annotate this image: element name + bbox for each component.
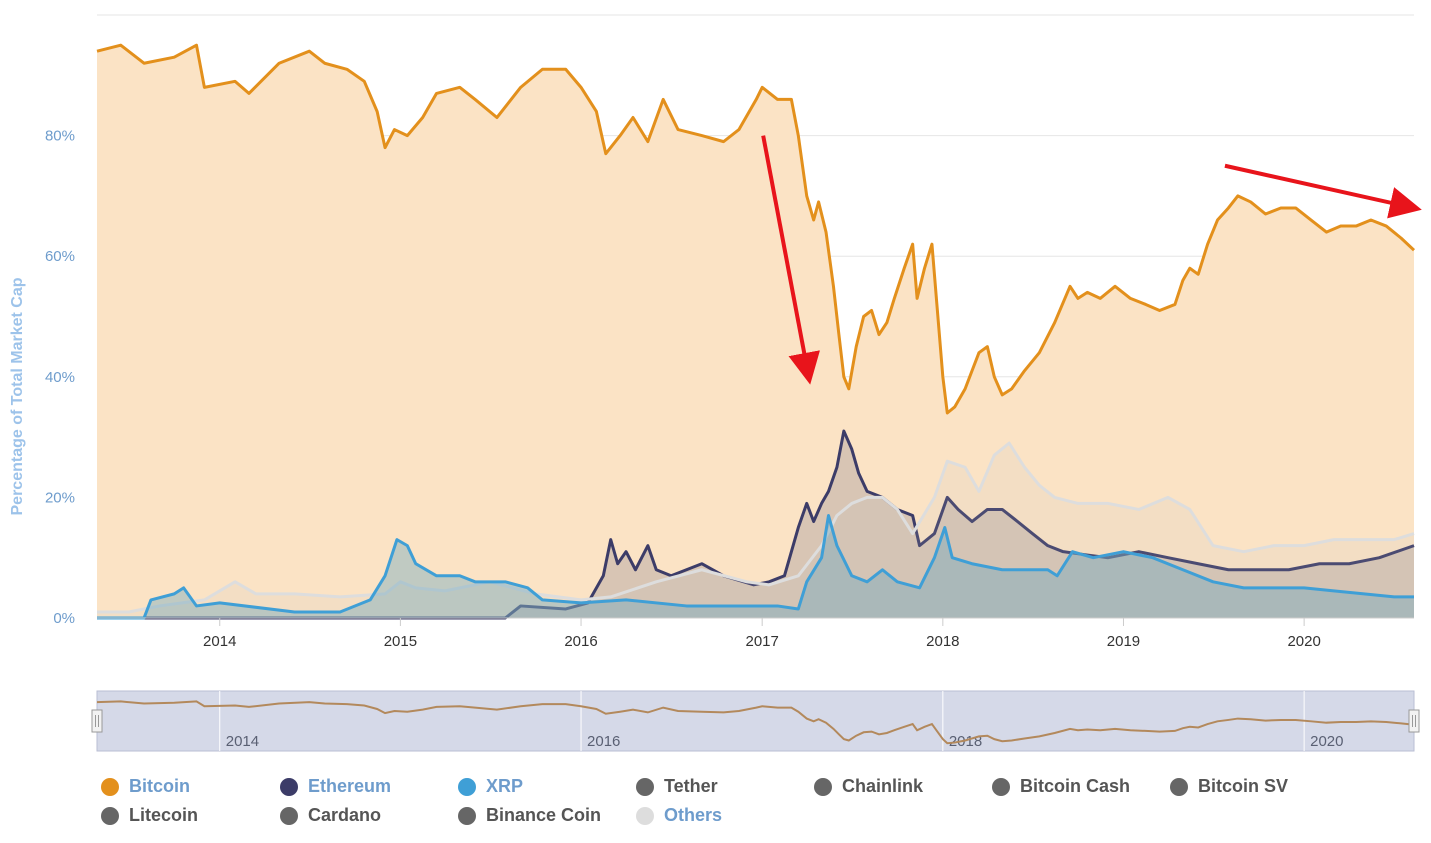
legend-label: Binance Coin <box>486 805 602 825</box>
navigator-tick-label: 2020 <box>1310 733 1343 750</box>
series-line-others[interactable] <box>97 441 1415 614</box>
x-tick-label: 2014 <box>203 633 236 650</box>
legend-marker-icon <box>101 777 119 796</box>
legend-label: Chainlink <box>842 776 924 796</box>
x-tick-label: 2018 <box>926 633 959 650</box>
legend-item-xrp[interactable]: XRP <box>458 776 523 797</box>
y-tick-label: 40% <box>45 369 75 386</box>
series-area-ethereum <box>97 431 1414 618</box>
annotation-arrows <box>761 135 1422 385</box>
series-line-xrp[interactable] <box>97 513 1414 620</box>
legend-label: Ethereum <box>308 776 392 796</box>
legend-marker-icon <box>1170 777 1188 796</box>
legend-marker-icon <box>458 806 476 825</box>
legend-marker-icon <box>101 806 119 825</box>
legend-item-bitcoin-sv[interactable]: Bitcoin SV <box>1170 776 1288 797</box>
legend-label: Bitcoin SV <box>1198 776 1289 796</box>
legend-marker-icon <box>636 806 654 825</box>
legend-label: Litecoin <box>129 805 199 825</box>
legend-item-chainlink[interactable]: Chainlink <box>814 776 923 797</box>
navigator-tick-label: 2014 <box>226 733 259 750</box>
legend-marker-icon <box>814 777 832 796</box>
series-area-xrp <box>97 515 1414 618</box>
legend-marker-icon <box>458 777 476 796</box>
legend-label: Others <box>664 805 723 825</box>
legend-label: Tether <box>664 776 718 796</box>
legend-item-bitcoin-cash[interactable]: Bitcoin Cash <box>992 776 1130 797</box>
range-navigator[interactable]: 2014 2016 2018 2020 <box>91 690 1420 752</box>
series-area-bitcoin <box>97 45 1414 618</box>
y-tick-label: 60% <box>45 248 75 265</box>
x-tick-label: 2016 <box>564 633 597 650</box>
legend-marker-icon <box>280 806 298 825</box>
y-tick-label: 0% <box>53 610 75 627</box>
legend-marker-icon <box>280 777 298 796</box>
legend-label: Bitcoin Cash <box>1020 776 1131 796</box>
annotation-arrow <box>1224 163 1422 219</box>
legend-item-cardano[interactable]: Cardano <box>280 805 381 826</box>
x-tick-label: 2019 <box>1107 633 1140 650</box>
navigator-series-line <box>96 700 1415 745</box>
legend-marker-icon <box>992 777 1010 796</box>
navigator-handle-left[interactable] <box>91 709 103 733</box>
x-tick-label: 2015 <box>384 633 417 650</box>
series-areas <box>96 43 1416 620</box>
y-tick-label: 20% <box>45 489 75 506</box>
x-tick-label: 2017 <box>745 633 778 650</box>
legend-item-tether[interactable]: Tether <box>636 776 718 797</box>
series-line-ethereum[interactable] <box>97 429 1415 620</box>
legend-marker-icon <box>636 777 654 796</box>
annotation-arrow <box>761 135 820 385</box>
legend-item-binance-coin[interactable]: Binance Coin <box>458 805 601 826</box>
navigator-background[interactable] <box>96 690 1415 752</box>
legend-item-others[interactable]: Others <box>636 805 722 826</box>
series-area-others <box>97 443 1414 618</box>
legend-label: XRP <box>486 776 524 796</box>
navigator-tick-label: 2016 <box>587 733 620 750</box>
navigator-tick-label: 2018 <box>949 733 982 750</box>
legend-label: Cardano <box>308 805 382 825</box>
legend-label: Bitcoin <box>129 776 190 796</box>
legend-item-ethereum[interactable]: Ethereum <box>280 776 391 797</box>
legend-item-litecoin[interactable]: Litecoin <box>101 805 198 826</box>
series-line-bitcoin[interactable] <box>96 43 1416 415</box>
y-axis-title: Percentage of Total Market Cap <box>9 277 26 515</box>
y-tick-label: 80% <box>45 128 75 145</box>
navigator-handle-right[interactable] <box>1408 709 1420 733</box>
legend-item-bitcoin[interactable]: Bitcoin <box>101 776 190 797</box>
axes: 0% 20% 40% 60% 80% Percentage of Total Market… <box>9 128 1414 650</box>
x-tick-label: 2020 <box>1287 633 1320 650</box>
